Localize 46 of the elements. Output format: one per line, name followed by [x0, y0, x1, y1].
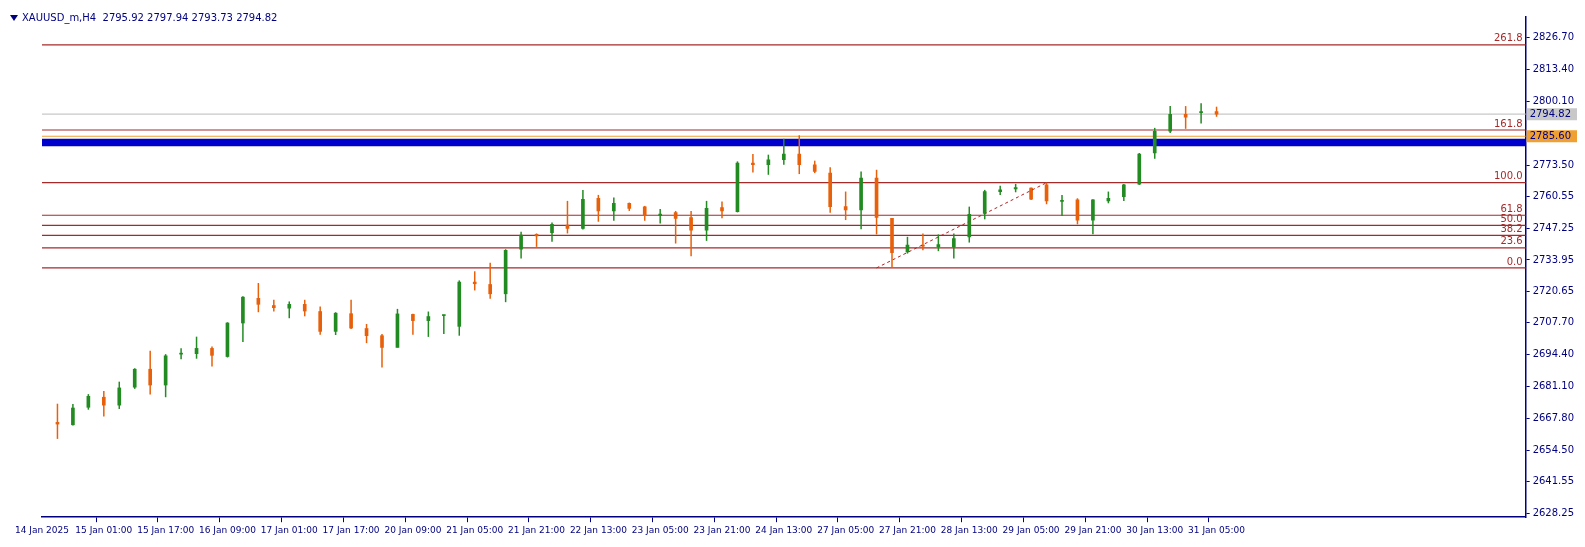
- annotation: 100.0: [1494, 170, 1523, 182]
- x-tick-label: 17 Jan 01:00: [260, 524, 319, 535]
- y-tick-label: 2681.10: [1532, 380, 1575, 392]
- annotation: 0.0: [1506, 255, 1523, 267]
- y-tick-label: 2694.40: [1532, 348, 1575, 360]
- x-tick-label: 27 Jan 21:00: [878, 524, 937, 535]
- annotation: 23.6: [1500, 235, 1523, 247]
- x-tick-label: 23 Jan 21:00: [693, 524, 751, 535]
- y-tick-label: 2800.10: [1532, 95, 1575, 107]
- y-tick-label: 2654.50: [1532, 443, 1575, 455]
- x-tick-label: 24 Jan 13:00: [755, 524, 813, 535]
- y-tick-label: 2733.95: [1532, 253, 1575, 265]
- y-tick-label: 2813.40: [1532, 63, 1575, 75]
- x-tick-label: 14 Jan 2025: [15, 524, 69, 535]
- y-tick-label: 2667.80: [1532, 411, 1575, 423]
- annotation: 61.8: [1500, 202, 1523, 214]
- chart-title: XAUUSD_m,H4 2795.92 2797.94 2793.73 2794.82: [22, 11, 278, 24]
- y-tick-label: 2707.70: [1532, 316, 1575, 328]
- x-tick-label: 15 Jan 17:00: [137, 524, 195, 535]
- ref-line-label: 2785.60: [1529, 129, 1572, 141]
- annotation: 261.8: [1494, 32, 1523, 44]
- x-tick-label: 31 Jan 05:00: [1188, 524, 1246, 535]
- x-tick-label: 28 Jan 13:00: [940, 524, 999, 535]
- x-tick-label: 23 Jan 05:00: [631, 524, 689, 535]
- y-tick-label: 2773.50: [1532, 158, 1575, 170]
- y-tick-label: 2628.25: [1532, 506, 1575, 518]
- x-tick-label: 17 Jan 17:00: [322, 524, 380, 535]
- ref-line-label: 2794.82: [1529, 107, 1572, 119]
- y-tick-label: 2641.55: [1532, 474, 1575, 486]
- annotation: 161.8: [1494, 117, 1523, 129]
- x-tick-label: 29 Jan 05:00: [1002, 524, 1060, 535]
- y-tick-label: 2826.70: [1532, 31, 1575, 43]
- x-tick-label: 15 Jan 01:00: [75, 524, 133, 535]
- y-tick-label: 2760.55: [1532, 189, 1575, 201]
- y-tick-label: 2720.65: [1532, 285, 1575, 297]
- x-tick-label: 21 Jan 05:00: [446, 524, 504, 535]
- x-tick-label: 29 Jan 21:00: [1064, 524, 1122, 535]
- x-tick-label: 20 Jan 09:00: [384, 524, 442, 535]
- x-tick-label: 27 Jan 05:00: [817, 524, 875, 535]
- x-tick-label: 30 Jan 13:00: [1126, 524, 1184, 535]
- annotation: 50.0: [1500, 212, 1523, 224]
- x-tick-label: 16 Jan 09:00: [198, 524, 257, 535]
- x-tick-label: 21 Jan 21:00: [508, 524, 566, 535]
- x-tick-label: 22 Jan 13:00: [569, 524, 628, 535]
- candlestick: [441, 314, 446, 335]
- y-tick-label: 2747.25: [1532, 221, 1575, 233]
